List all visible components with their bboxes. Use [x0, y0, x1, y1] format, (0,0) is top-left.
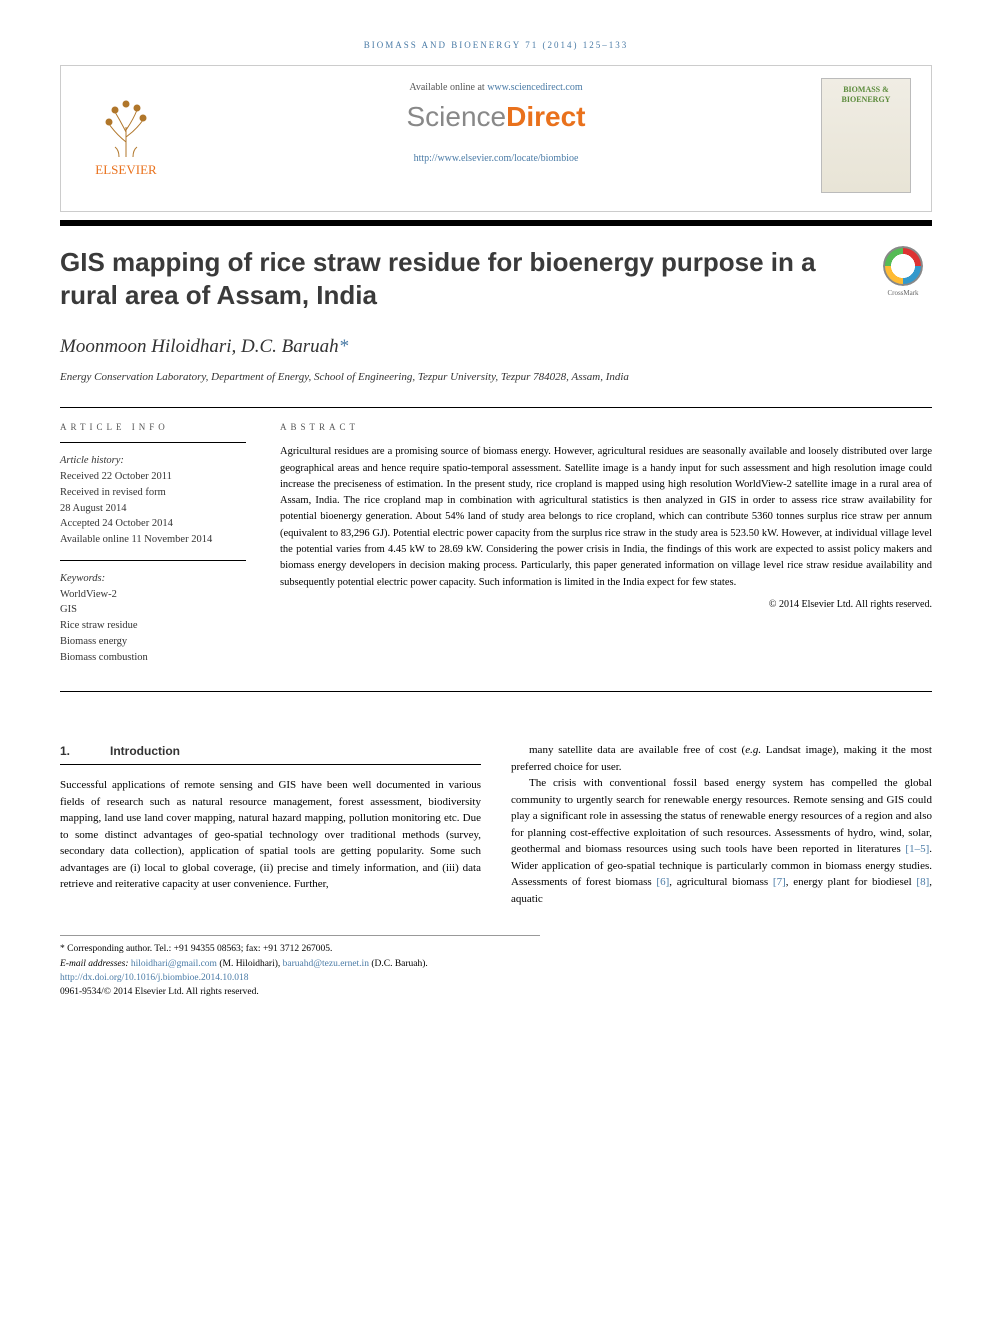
citation-link[interactable]: [7] [773, 876, 786, 888]
journal-cover-title: BIOMASS & BIOENERGY [828, 85, 904, 104]
author-email-link[interactable]: hiloidhari@gmail.com [131, 959, 217, 969]
elsevier-label: ELSEVIER [95, 162, 156, 178]
elsevier-logo: ELSEVIER [81, 78, 171, 178]
keyword: GIS [60, 602, 246, 618]
abstract-copyright: © 2014 Elsevier Ltd. All rights reserved… [280, 599, 932, 610]
sciencedirect-logo: ScienceDirect [407, 101, 586, 133]
crossmark-icon [883, 246, 923, 286]
affiliation: Energy Conservation Laboratory, Departme… [60, 370, 932, 385]
divider-bar [60, 220, 932, 226]
crossmark-badge[interactable]: CrossMark [874, 246, 932, 304]
body-paragraph: many satellite data are available free o… [511, 742, 932, 775]
available-online-line: Available online at www.sciencedirect.co… [409, 82, 582, 93]
body-text: 1.Introduction Successful applications o… [60, 742, 932, 907]
keyword: WorldView-2 [60, 587, 246, 603]
article-info-sidebar: ARTICLE INFO Article history: Received 2… [60, 408, 260, 691]
journal-cover-thumbnail: BIOMASS & BIOENERGY [821, 78, 911, 193]
sciencedirect-link[interactable]: www.sciencedirect.com [487, 82, 582, 93]
body-paragraph: Successful applications of remote sensin… [60, 777, 481, 893]
email-line: E-mail addresses: hiloidhari@gmail.com (… [60, 957, 540, 971]
corresponding-author-note: * Corresponding author. Tel.: +91 94355 … [60, 942, 540, 956]
author-email-link[interactable]: baruahd@tezu.ernet.in [283, 959, 369, 969]
keyword: Rice straw residue [60, 618, 246, 634]
running-head: BIOMASS AND BIOENERGY 71 (2014) 125–133 [60, 40, 932, 50]
elsevier-tree-icon [91, 92, 161, 162]
citation-link[interactable]: [6] [656, 876, 669, 888]
keyword: Biomass combustion [60, 650, 246, 666]
article-title: GIS mapping of rice straw residue for bi… [60, 246, 874, 311]
issn-copyright: 0961-9534/© 2014 Elsevier Ltd. All right… [60, 985, 540, 999]
body-paragraph: The crisis with conventional fossil base… [511, 775, 932, 907]
citation-link[interactable]: [1–5] [905, 843, 929, 855]
abstract-block: ABSTRACT Agricultural residues are a pro… [260, 408, 932, 691]
citation-link[interactable]: [8] [916, 876, 929, 888]
journal-header: ELSEVIER Available online at www.science… [60, 65, 932, 212]
keywords-block: Keywords: WorldView-2 GIS Rice straw res… [60, 560, 246, 666]
corresponding-author-marker[interactable]: * [339, 336, 349, 357]
abstract-heading: ABSTRACT [280, 422, 932, 432]
authors: Moonmoon Hiloidhari, D.C. Baruah* [60, 336, 932, 358]
keyword: Biomass energy [60, 634, 246, 650]
article-info-heading: ARTICLE INFO [60, 422, 246, 443]
article-history: Article history: Received 22 October 201… [60, 453, 246, 548]
doi-link[interactable]: http://dx.doi.org/10.1016/j.biombioe.201… [60, 973, 249, 983]
journal-homepage-link[interactable]: http://www.elsevier.com/locate/biombioe [414, 153, 579, 164]
crossmark-label: CrossMark [887, 289, 918, 297]
abstract-text: Agricultural residues are a promising so… [280, 444, 932, 590]
section-heading-introduction: 1.Introduction [60, 742, 481, 765]
footnotes: * Corresponding author. Tel.: +91 94355 … [60, 935, 540, 999]
